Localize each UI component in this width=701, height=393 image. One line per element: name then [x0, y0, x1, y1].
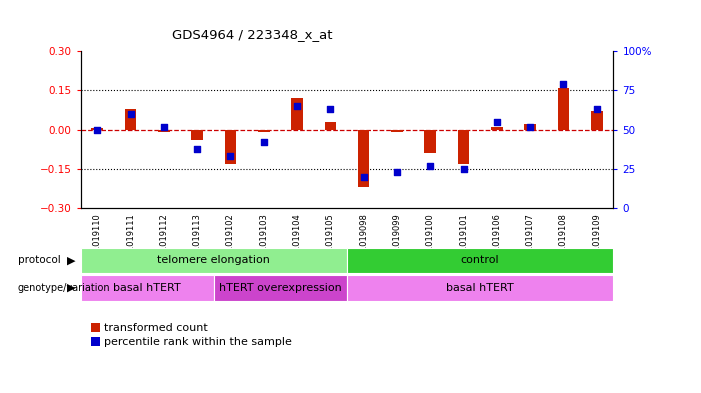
Bar [158, 130, 170, 132]
Text: basal hTERT: basal hTERT [447, 283, 514, 293]
Text: percentile rank within the sample: percentile rank within the sample [104, 336, 292, 347]
Point [425, 163, 436, 169]
Point [225, 153, 236, 160]
Bar [258, 130, 270, 132]
Bar [91, 129, 103, 130]
Point [358, 174, 369, 180]
Bar [358, 130, 369, 187]
Bar [125, 109, 137, 130]
Bar [347, 248, 613, 273]
Bar [191, 130, 203, 140]
Point [458, 166, 469, 172]
Bar [81, 275, 214, 301]
Point [125, 111, 136, 117]
Bar [491, 127, 503, 130]
Point [158, 123, 170, 130]
Bar [291, 98, 303, 130]
Bar [81, 248, 347, 273]
Text: control: control [461, 255, 500, 265]
Bar [424, 130, 436, 153]
Point [524, 123, 536, 130]
Bar [214, 275, 347, 301]
Bar [325, 122, 336, 130]
Point [391, 169, 402, 175]
Text: protocol: protocol [18, 255, 60, 265]
Point [258, 139, 269, 145]
Text: ▶: ▶ [67, 255, 76, 265]
Bar [391, 130, 403, 132]
Text: telomere elongation: telomere elongation [157, 255, 271, 265]
Text: ▶: ▶ [67, 283, 76, 293]
Bar [524, 125, 536, 130]
Point [292, 103, 303, 109]
Text: genotype/variation: genotype/variation [18, 283, 110, 293]
Point [92, 127, 103, 133]
Point [558, 81, 569, 87]
Point [191, 145, 203, 152]
Point [491, 119, 503, 125]
Bar [347, 275, 613, 301]
Bar [224, 130, 236, 164]
Bar [557, 88, 569, 130]
Text: GDS4964 / 223348_x_at: GDS4964 / 223348_x_at [172, 28, 332, 41]
Bar [591, 111, 603, 130]
Point [325, 106, 336, 112]
Bar [458, 130, 470, 164]
Text: hTERT overexpression: hTERT overexpression [219, 283, 342, 293]
Text: basal hTERT: basal hTERT [114, 283, 181, 293]
Text: transformed count: transformed count [104, 323, 207, 333]
Point [591, 106, 602, 112]
